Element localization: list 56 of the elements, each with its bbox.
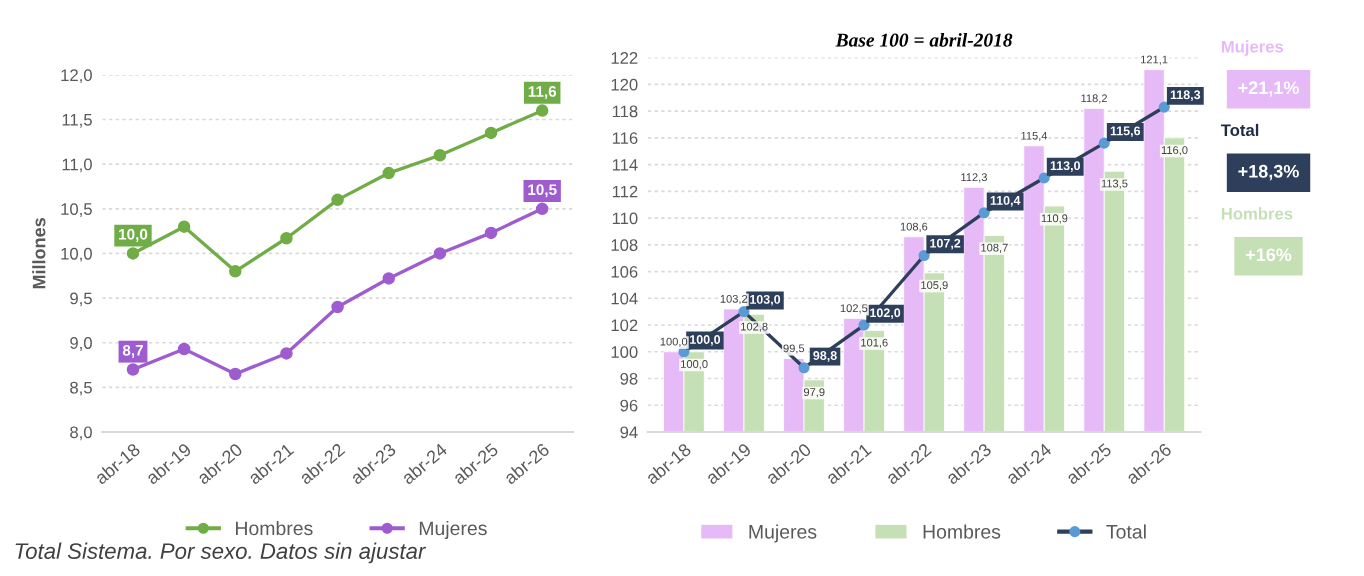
y-axis-title: Millones [32,218,46,289]
y-tick-label: 9,0 [70,337,92,351]
y-tick-label: 104 [611,292,638,305]
y-tick-label: 11,5 [62,114,92,128]
y-tick-label: 108 [611,239,638,251]
y-tick-label: 114 [612,159,638,171]
y-tick-label: 120 [611,78,638,91]
text: +18,3% [1238,164,1299,181]
point [280,232,293,245]
legend-label: Hombres [236,520,313,536]
y-tick-label: 8,5 [70,381,92,396]
y-tick-label: 122 [611,52,638,64]
y-tick-label: 112 [612,185,638,198]
point [229,367,242,381]
point [331,193,344,207]
point [382,272,395,285]
point [177,342,191,356]
y-tick-label: 116 [612,132,638,145]
point [382,166,395,180]
y-tick-label: 96 [620,399,638,412]
y-tick-label: 100 [611,346,638,358]
point [433,148,447,162]
y-tick-label: 11,0 [62,158,92,173]
text: Total [1220,123,1259,137]
legend-label: Mujeres [749,524,817,543]
y-tick-label: 106 [611,265,638,278]
y-tick-label: 102 [611,319,638,332]
y-tick-label: 8,0 [70,426,92,441]
point [229,265,242,278]
text: Total Sistema. Por sexo. Datos sin ajustar [15,542,427,564]
chart-title: Base 100 = abril-2018 [835,33,1013,47]
point [535,202,549,216]
point [484,226,498,240]
y-tick-label: 9,5 [70,292,92,307]
point [535,104,549,117]
point [433,247,447,260]
point [331,300,344,314]
point [280,347,293,360]
point [177,220,191,233]
legend-label: Mujeres [419,520,487,540]
legend-label: Hombres [923,524,1001,539]
text: +21,1% [1238,81,1299,97]
point [126,247,140,260]
y-tick-label: 12,0 [61,69,92,84]
y-tick-label: 10,0 [61,247,92,262]
y-tick-label: 110 [612,212,638,225]
legend-label: Total [1106,524,1146,539]
point [484,126,498,140]
text: Mujeres [1221,40,1284,56]
point [126,363,140,376]
y-tick-label: 10,5 [61,203,92,217]
text: Hombres [1221,207,1293,220]
y-tick-label: 98 [620,372,638,385]
y-tick-label: 94 [620,426,638,439]
text: +16% [1245,248,1292,262]
y-tick-label: 118 [612,105,638,118]
